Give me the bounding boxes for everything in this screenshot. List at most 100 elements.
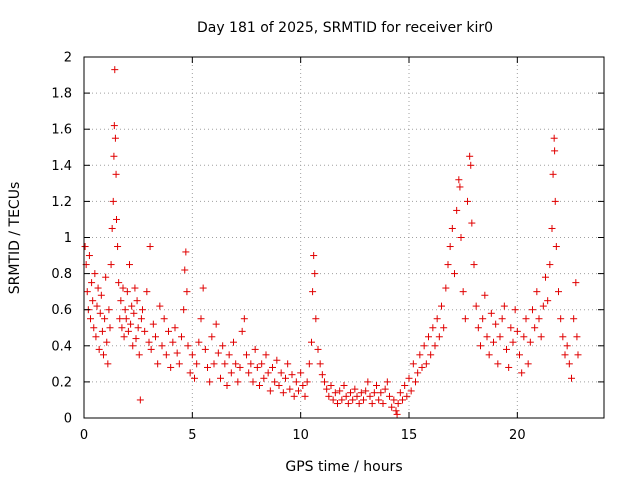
- data-point: [349, 396, 357, 404]
- data-point: [106, 324, 114, 332]
- data-point: [103, 338, 111, 346]
- data-point: [327, 382, 335, 390]
- data-point: [114, 243, 122, 251]
- data-point: [448, 224, 456, 232]
- data-point: [225, 351, 233, 359]
- data-point: [137, 315, 145, 323]
- data-point: [297, 369, 305, 377]
- data-point: [81, 243, 89, 251]
- data-point: [154, 360, 162, 368]
- data-point: [238, 327, 246, 335]
- data-point: [364, 378, 372, 386]
- data-point: [451, 270, 458, 278]
- data-point: [295, 387, 302, 395]
- data-point: [561, 351, 569, 359]
- data-point: [126, 261, 133, 269]
- data-point: [112, 170, 120, 178]
- data-point: [331, 389, 339, 397]
- data-point: [329, 396, 337, 404]
- data-point: [368, 400, 376, 408]
- data-point: [183, 288, 191, 296]
- data-point: [366, 392, 374, 400]
- data-point: [542, 273, 549, 281]
- x-tick-label: 20: [509, 428, 526, 443]
- data-point: [418, 363, 426, 371]
- data-point: [316, 360, 324, 368]
- data-point: [214, 349, 222, 357]
- data-point: [461, 315, 469, 323]
- data-point: [130, 309, 138, 317]
- axis-ticks: [83, 56, 604, 419]
- data-point: [236, 363, 244, 371]
- chart-title: Day 181 of 2025, SRMTID for receiver kir…: [197, 20, 493, 36]
- data-point: [101, 315, 109, 323]
- data-point: [308, 338, 315, 346]
- y-tick-label: 1.2: [51, 195, 72, 210]
- data-point: [394, 400, 402, 408]
- data-point: [262, 351, 270, 359]
- data-point: [105, 306, 113, 314]
- data-point: [509, 338, 517, 346]
- data-point: [377, 389, 385, 397]
- data-point: [117, 297, 125, 305]
- data-point: [446, 243, 454, 251]
- data-point: [118, 324, 126, 332]
- data-point: [134, 324, 142, 332]
- data-point: [230, 338, 237, 346]
- x-tick-label: 5: [188, 428, 196, 443]
- data-point: [559, 333, 567, 341]
- data-point: [113, 215, 120, 223]
- y-tick-label: 1: [64, 231, 72, 246]
- data-point: [128, 302, 136, 310]
- data-point: [399, 396, 406, 404]
- data-point: [108, 224, 116, 232]
- data-point: [290, 392, 298, 400]
- data-point: [96, 309, 104, 317]
- data-point: [201, 345, 209, 353]
- data-point: [379, 400, 387, 408]
- data-point: [472, 302, 480, 310]
- data-point: [240, 315, 248, 323]
- data-point: [544, 297, 552, 305]
- data-point: [197, 315, 205, 323]
- data-point: [124, 327, 132, 335]
- x-tick-label: 10: [292, 428, 309, 443]
- data-point: [336, 387, 344, 395]
- data-point: [175, 360, 183, 368]
- data-point: [173, 349, 181, 357]
- data-point: [555, 288, 562, 296]
- data-point: [513, 327, 521, 335]
- data-point: [520, 333, 528, 341]
- data-point: [92, 333, 100, 341]
- data-point: [110, 152, 118, 160]
- data-point: [518, 369, 526, 377]
- data-point: [234, 378, 242, 386]
- data-point: [481, 291, 489, 299]
- data-point: [275, 382, 283, 390]
- data-point: [288, 371, 296, 379]
- data-point: [531, 324, 539, 332]
- data-point: [440, 324, 448, 332]
- data-point: [87, 315, 94, 323]
- data-point: [383, 378, 391, 386]
- data-point: [456, 183, 464, 191]
- data-point: [403, 392, 411, 400]
- data-point: [507, 324, 515, 332]
- data-point: [143, 288, 151, 296]
- data-point: [116, 315, 124, 323]
- data-point: [573, 333, 581, 341]
- data-point: [498, 315, 506, 323]
- data-point: [500, 302, 508, 310]
- data-point: [282, 374, 289, 382]
- data-point: [347, 389, 354, 397]
- data-point: [260, 374, 268, 382]
- data-point: [178, 333, 185, 341]
- data-point: [299, 382, 307, 390]
- data-point: [102, 273, 110, 281]
- data-point: [549, 170, 557, 178]
- data-point: [191, 374, 198, 382]
- data-point: [483, 333, 491, 341]
- data-point: [93, 302, 101, 310]
- data-point: [88, 279, 96, 287]
- y-tick-label: 0.8: [51, 267, 72, 282]
